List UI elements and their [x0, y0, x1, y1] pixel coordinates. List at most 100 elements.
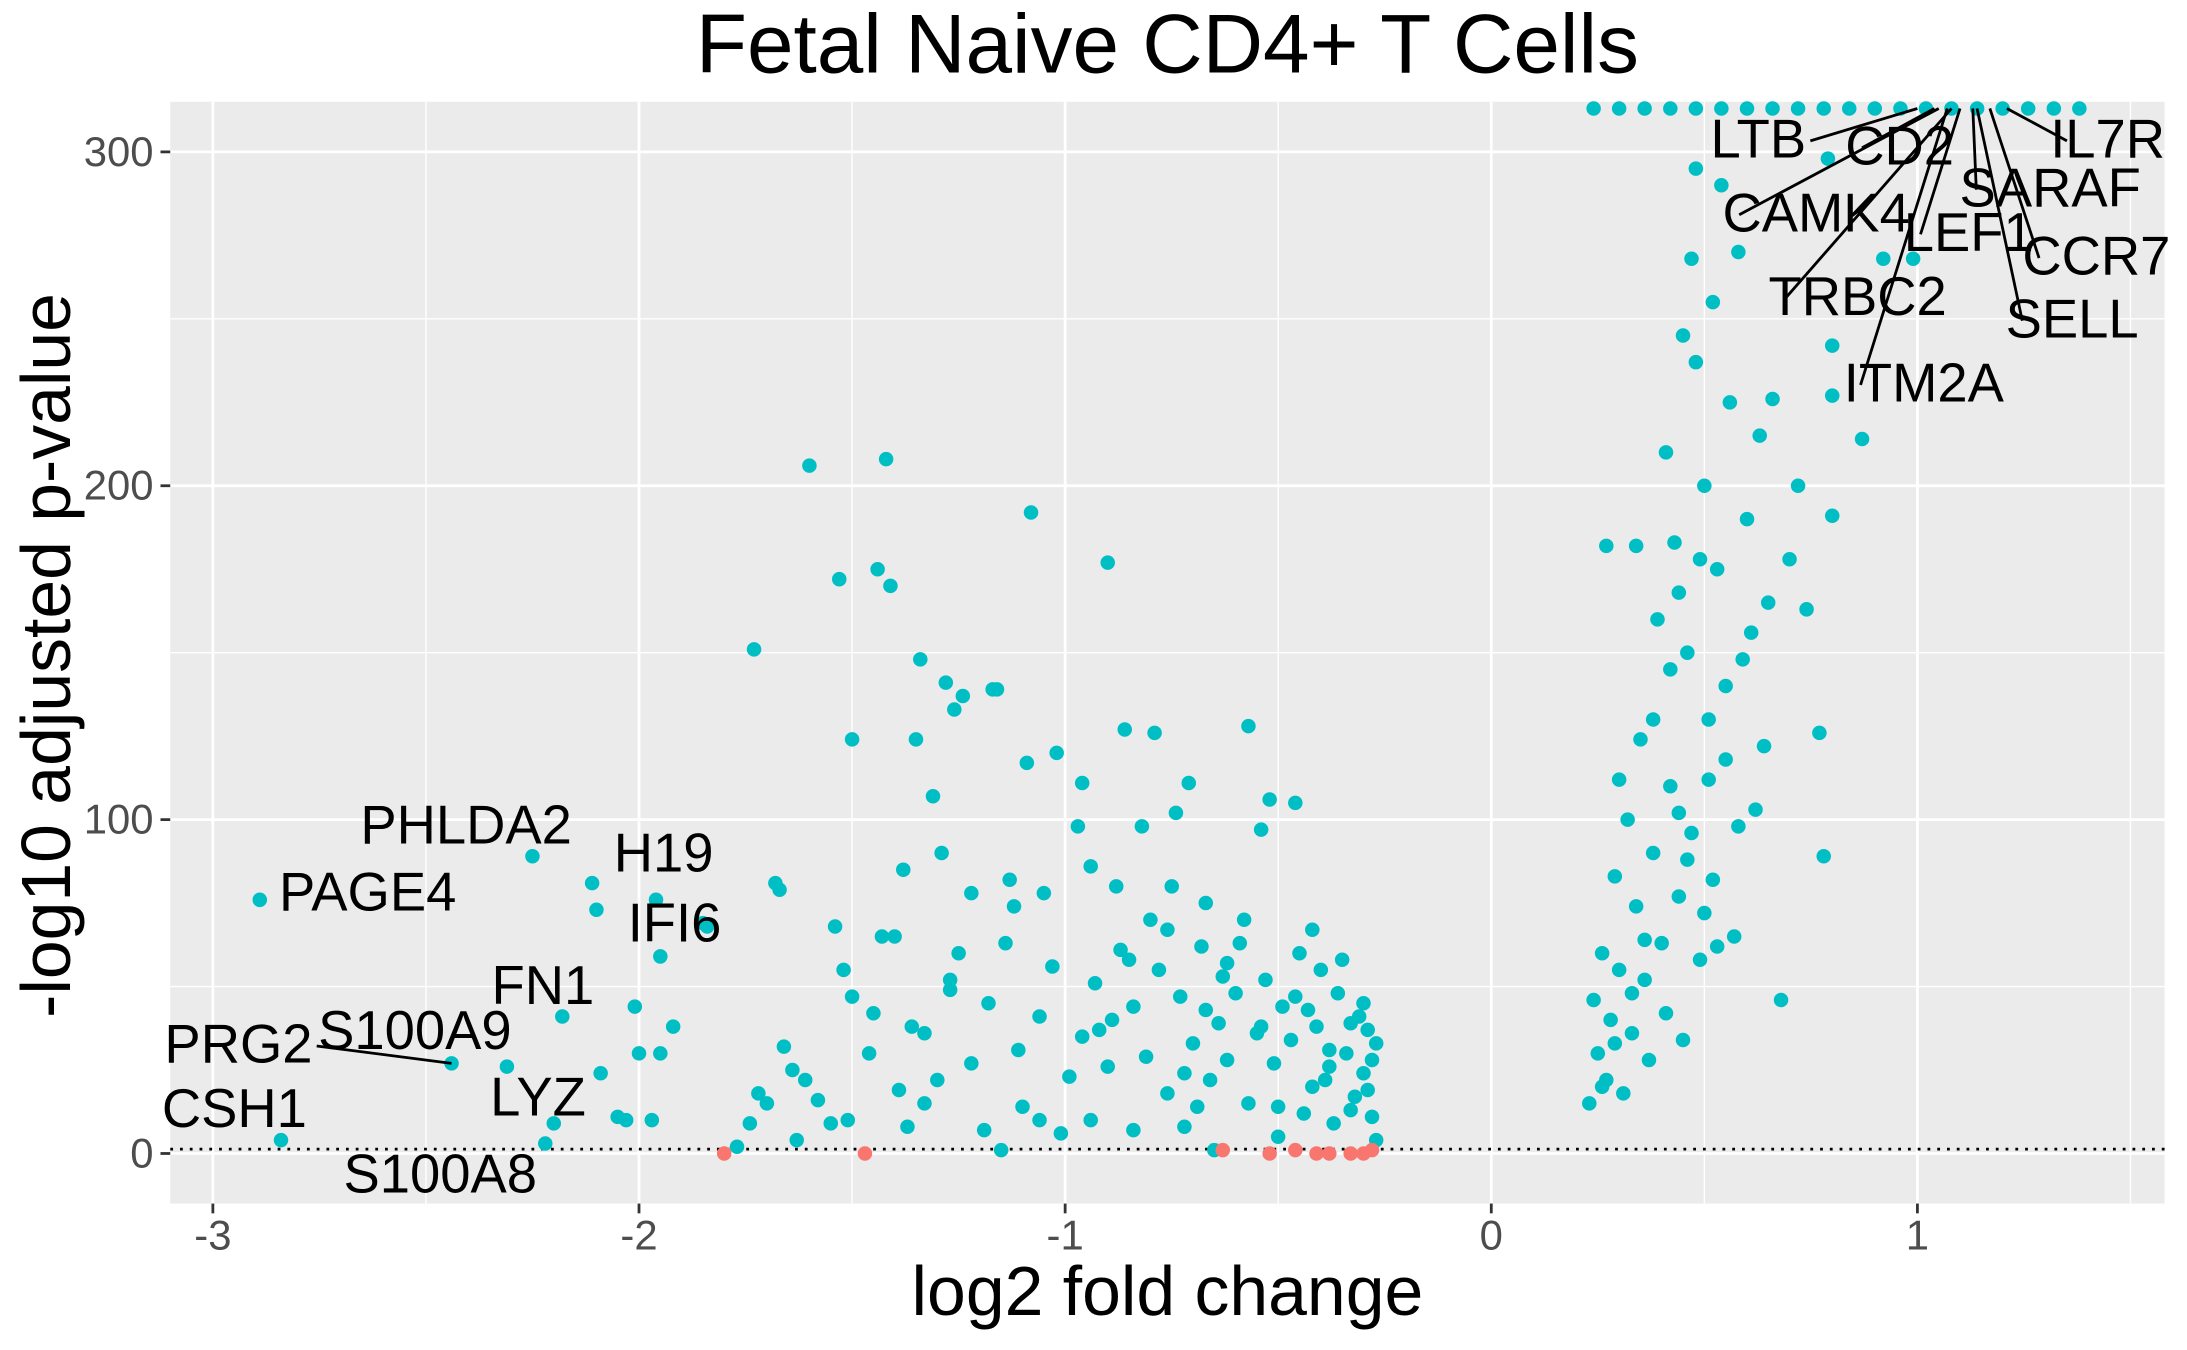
data-point	[1743, 625, 1759, 640]
data-point	[1322, 1042, 1337, 1058]
data-point	[1645, 712, 1661, 727]
data-point	[1326, 1116, 1341, 1131]
gene-label: LYZ	[490, 1067, 586, 1128]
data-point	[1049, 745, 1064, 761]
annotation-connector	[1975, 108, 2024, 322]
annotation-connector	[1861, 107, 1936, 150]
gene-label: S100A8	[344, 1143, 538, 1204]
data-point	[1718, 678, 1733, 694]
data-point	[2046, 101, 2062, 116]
data-point	[1876, 251, 1891, 266]
data-point	[1820, 151, 1836, 166]
data-point	[1198, 895, 1214, 911]
gene-label: PAGE4	[279, 862, 456, 923]
data-point	[1663, 101, 1678, 116]
data-point	[1611, 772, 1627, 787]
data-point	[1611, 962, 1627, 978]
data-point	[1334, 952, 1350, 968]
data-point	[955, 688, 971, 704]
data-point	[1322, 1059, 1337, 1074]
data-point	[1070, 819, 1086, 834]
data-point	[1211, 1015, 1226, 1031]
data-point	[1726, 929, 1742, 944]
data-point	[1002, 872, 1017, 887]
data-point	[1083, 1112, 1098, 1128]
data-point	[1219, 955, 1235, 971]
data-point	[1121, 952, 1137, 968]
data-point	[1138, 1049, 1154, 1064]
data-point	[981, 996, 996, 1011]
data-point	[1714, 177, 1729, 193]
data-point	[1339, 1046, 1354, 1061]
data-point	[1317, 1072, 1333, 1088]
gene-label: PHLDA2	[360, 795, 572, 856]
y-tick-label: 300	[84, 128, 154, 175]
data-point	[665, 1019, 681, 1034]
data-point	[1680, 645, 1695, 660]
data-point	[589, 902, 604, 917]
data-point	[934, 845, 949, 861]
data-point	[1650, 612, 1665, 627]
annotation-connector	[2006, 107, 2068, 143]
data-point	[1006, 899, 1022, 914]
data-point	[1266, 1056, 1282, 1071]
data-point	[857, 1146, 873, 1161]
data-point	[584, 875, 600, 891]
data-point	[964, 1056, 979, 1071]
data-point	[1675, 1032, 1691, 1048]
data-point	[1799, 602, 1814, 617]
data-point	[1126, 999, 1141, 1014]
gene-label: CSH1	[162, 1078, 307, 1139]
data-point	[716, 1146, 732, 1161]
data-point	[1015, 1099, 1030, 1115]
data-point	[1599, 538, 1614, 554]
data-point	[1177, 1119, 1192, 1134]
data-point	[1722, 395, 1738, 410]
data-point	[1074, 1029, 1090, 1044]
data-point	[942, 982, 958, 998]
data-point	[887, 929, 902, 944]
data-point	[1343, 1146, 1358, 1161]
data-point	[1663, 662, 1678, 677]
data-point	[627, 999, 643, 1014]
data-point	[917, 1026, 932, 1041]
data-point	[1663, 779, 1678, 794]
y-tick-label: 0	[130, 1129, 153, 1176]
data-point	[1143, 912, 1158, 928]
data-point	[593, 1066, 608, 1081]
data-point	[538, 1136, 553, 1151]
x-tick-label: -3	[194, 1212, 231, 1259]
data-point	[832, 571, 847, 587]
data-point	[1680, 852, 1695, 867]
data-point	[1705, 872, 1721, 887]
data-point	[1164, 879, 1179, 894]
data-point	[618, 1112, 634, 1128]
data-point	[1045, 959, 1060, 974]
x-tick-label: 0	[1480, 1212, 1503, 1259]
data-point	[1360, 1082, 1375, 1098]
data-point	[1752, 428, 1767, 443]
data-point	[1607, 1036, 1623, 1051]
data-point	[1790, 478, 1806, 494]
data-point	[1995, 101, 2010, 116]
data-point	[1151, 962, 1167, 978]
data-point	[1633, 732, 1648, 747]
data-point	[951, 945, 966, 961]
data-point	[546, 1116, 562, 1131]
data-point	[1347, 1089, 1363, 1104]
data-point	[1053, 1126, 1069, 1141]
data-point	[1590, 1046, 1606, 1061]
data-point	[823, 1116, 839, 1131]
data-point	[1087, 975, 1103, 991]
data-point	[785, 1062, 800, 1078]
data-point	[1714, 101, 1729, 116]
data-point	[1275, 999, 1290, 1014]
data-point	[1172, 989, 1188, 1004]
data-point	[1867, 101, 1883, 116]
data-point	[1313, 962, 1329, 978]
data-point	[917, 1096, 932, 1111]
data-point	[998, 935, 1013, 951]
gene-label: PRG2	[164, 1014, 312, 1075]
data-point	[1360, 1022, 1375, 1038]
